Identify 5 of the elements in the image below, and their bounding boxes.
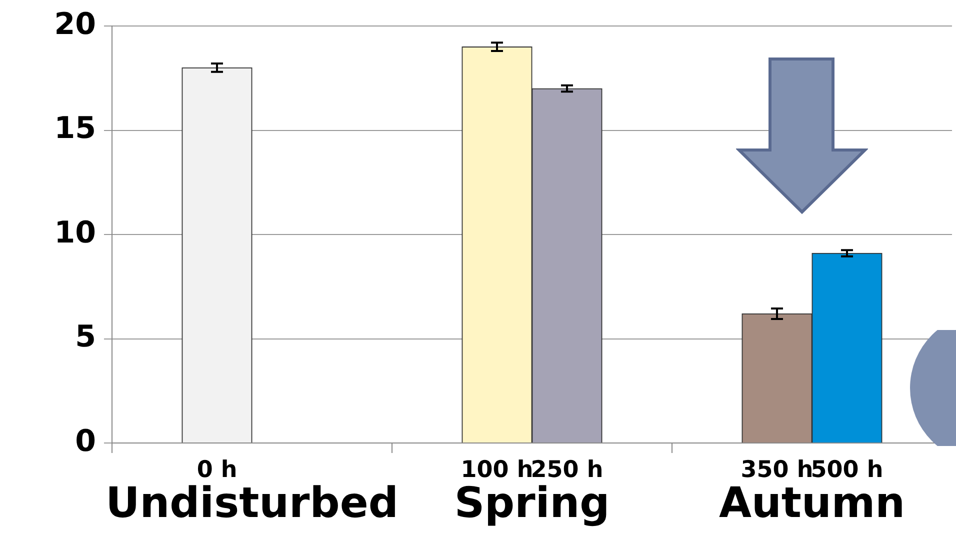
y-tick-label: 5 [75,320,96,355]
y-tick-label: 10 [54,215,96,250]
y-tick-label: 0 [75,424,96,459]
y-tick-label: 15 [54,111,96,146]
y-tick-label: 20 [54,6,96,42]
